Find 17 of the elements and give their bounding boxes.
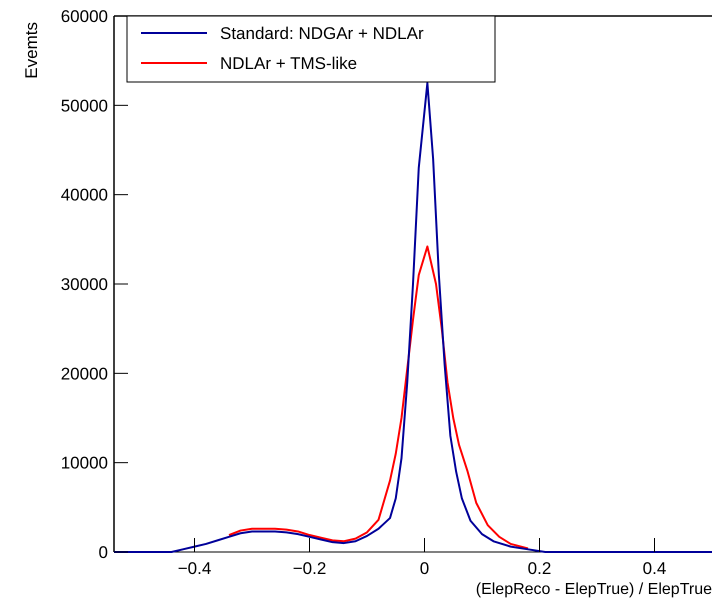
- x-tick-label: 0.2: [528, 559, 552, 578]
- x-axis-title: (ElepReco - ElepTrue) / ElepTrue: [476, 581, 712, 598]
- y-tick-label: 30000: [60, 274, 108, 294]
- y-axis-title: Evemts: [22, 22, 41, 79]
- y-tick-label: 10000: [60, 454, 108, 473]
- y-tick-label: 40000: [60, 186, 108, 205]
- y-tick-label: 0: [98, 542, 108, 562]
- x-tick-label: 0: [420, 559, 430, 578]
- x-tick-label: 0.4: [642, 559, 666, 578]
- legend-label: NDLAr + TMS-like: [220, 54, 358, 73]
- line-series: [228, 245, 529, 550]
- y-tick-label: 20000: [60, 364, 108, 384]
- legend-label: Standard: NDGAr + NDLAr: [220, 24, 424, 43]
- y-tick-label: 50000: [60, 96, 108, 116]
- y-tick-label: 60000: [60, 6, 108, 26]
- x-tick-label: −0.2: [292, 559, 326, 578]
- x-tick-label: −0.4: [178, 559, 212, 578]
